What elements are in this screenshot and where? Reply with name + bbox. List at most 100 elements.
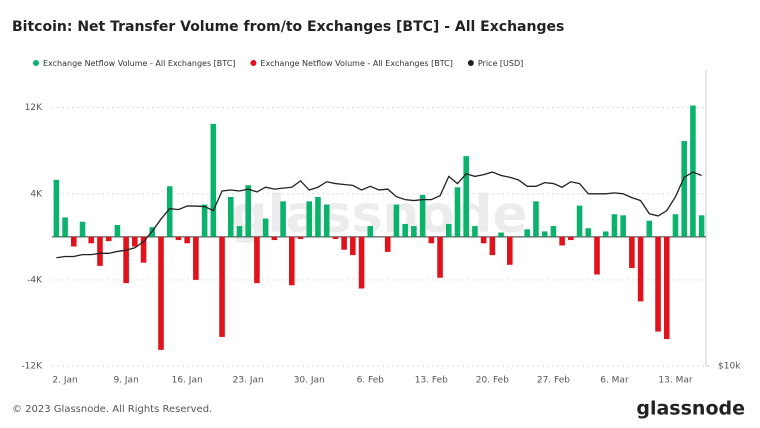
bar xyxy=(698,215,705,237)
bar xyxy=(463,156,469,237)
bar xyxy=(210,123,217,237)
bar xyxy=(158,236,164,350)
bar xyxy=(663,236,670,340)
bar xyxy=(358,236,365,289)
bar xyxy=(367,226,374,237)
y2-tick-label: $10k xyxy=(718,362,741,372)
bar xyxy=(393,204,400,237)
bar xyxy=(655,236,661,332)
bar xyxy=(672,214,679,237)
bar xyxy=(114,224,121,237)
bar xyxy=(620,215,626,237)
legend-swatch xyxy=(33,60,39,66)
bar xyxy=(88,236,95,244)
bar xyxy=(602,231,609,237)
bar xyxy=(289,236,295,286)
bar xyxy=(62,217,68,237)
bar xyxy=(350,236,356,256)
bar xyxy=(254,236,260,284)
bar xyxy=(97,236,103,266)
bar xyxy=(428,236,435,244)
bar xyxy=(524,229,531,237)
bar xyxy=(541,231,548,237)
watermark: glassnode xyxy=(230,185,527,245)
chart-title: Bitcoin: Net Transfer Volume from/to Exc… xyxy=(12,19,564,35)
bar xyxy=(315,197,321,237)
bar xyxy=(219,236,225,337)
legend-label: Price [USD] xyxy=(478,59,523,68)
legend-label: Exchange Netflow Volume - All Exchanges … xyxy=(260,59,452,68)
legend-swatch xyxy=(467,60,474,66)
bar xyxy=(323,204,330,237)
bar xyxy=(297,236,304,239)
bar xyxy=(611,214,618,237)
y-tick-label: -4K xyxy=(27,275,43,285)
x-tick-label: 2. Jan xyxy=(52,376,77,386)
bar xyxy=(175,236,182,241)
bar xyxy=(489,236,496,256)
bar xyxy=(454,187,461,237)
x-tick-label: 23. Jan xyxy=(233,376,264,386)
legend-swatch xyxy=(250,60,257,66)
y-tick-label: -12K xyxy=(21,362,43,372)
bar xyxy=(245,185,251,237)
bar xyxy=(568,236,574,241)
bar xyxy=(637,236,644,302)
bar xyxy=(227,197,234,237)
bar xyxy=(306,201,313,237)
bar xyxy=(140,236,147,263)
x-tick-label: 20. Feb xyxy=(476,376,509,386)
bar xyxy=(262,218,269,237)
bar xyxy=(594,236,600,275)
bar xyxy=(629,236,635,269)
bar xyxy=(123,236,129,284)
bar xyxy=(559,236,565,246)
bar xyxy=(341,236,347,250)
bar xyxy=(507,236,513,265)
bar xyxy=(480,236,487,244)
bar xyxy=(201,204,208,237)
bar xyxy=(402,223,408,237)
bar xyxy=(646,220,653,237)
footer: © 2023 Glassnode. All Rights Reserved. xyxy=(12,404,212,415)
x-tick-label: 13. Feb xyxy=(415,376,448,386)
bar xyxy=(533,201,539,237)
bar xyxy=(332,236,339,239)
x-tick-label: 6. Mar xyxy=(600,376,629,386)
bar xyxy=(472,226,478,237)
bar xyxy=(437,236,443,278)
bar xyxy=(236,226,243,237)
bar xyxy=(184,236,190,244)
bar xyxy=(681,141,687,237)
bar xyxy=(445,223,452,237)
bar xyxy=(79,221,86,237)
bar xyxy=(53,179,60,237)
x-tick-label: 6. Feb xyxy=(357,376,385,386)
bar xyxy=(419,194,426,237)
bar xyxy=(690,105,696,237)
x-tick-label: 9. Jan xyxy=(113,376,138,386)
x-tick-label: 30. Jan xyxy=(294,376,325,386)
bar xyxy=(166,186,173,237)
bar xyxy=(384,236,391,252)
bar xyxy=(271,236,278,241)
legend-label: Exchange Netflow Volume - All Exchanges … xyxy=(43,59,235,68)
x-tick-label: 13. Mar xyxy=(658,376,692,386)
brand-logo: glassnode xyxy=(636,398,745,420)
y-tick-label: 12K xyxy=(25,103,43,113)
bar xyxy=(411,226,417,237)
y-tick-label: 4K xyxy=(30,189,43,199)
x-tick-label: 16. Jan xyxy=(172,376,203,386)
bar xyxy=(193,236,199,280)
bar xyxy=(71,236,77,247)
x-tick-label: 27. Feb xyxy=(537,376,570,386)
bar xyxy=(576,205,583,237)
price-line xyxy=(56,171,702,259)
bar xyxy=(585,228,592,237)
bar xyxy=(132,236,138,247)
bar xyxy=(105,236,112,242)
bar xyxy=(550,226,557,237)
bar xyxy=(280,201,286,237)
